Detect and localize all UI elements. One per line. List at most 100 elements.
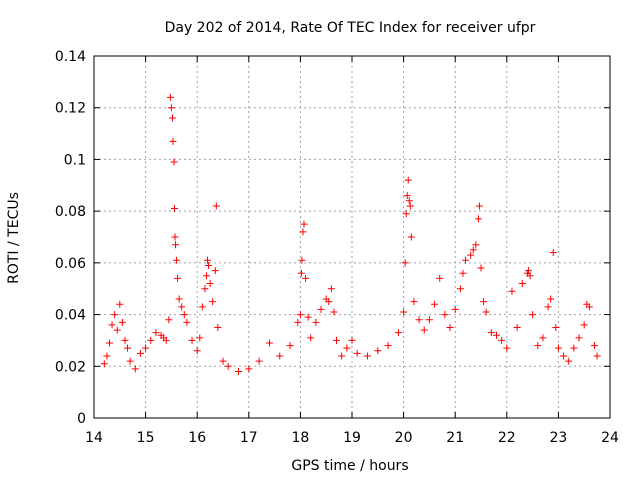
data-point <box>212 202 220 210</box>
data-point <box>353 349 361 357</box>
data-point <box>169 137 177 145</box>
data-point <box>474 215 482 223</box>
data-point <box>487 329 495 337</box>
data-point <box>255 357 263 365</box>
data-point <box>570 344 578 352</box>
data-point <box>198 303 206 311</box>
data-point <box>201 285 209 293</box>
data-point <box>544 303 552 311</box>
data-point <box>552 324 560 331</box>
data-point <box>294 318 302 326</box>
data-point <box>298 256 306 264</box>
data-point <box>211 267 219 275</box>
y-axis-label: ROTI / TECUs <box>6 192 22 284</box>
data-point <box>202 272 210 280</box>
data-point <box>113 326 121 334</box>
data-point <box>325 298 333 306</box>
data-point <box>142 344 150 352</box>
data-points <box>100 93 601 375</box>
data-point <box>205 261 213 269</box>
data-point <box>162 336 170 344</box>
data-point <box>307 334 315 342</box>
data-point <box>108 321 116 329</box>
data-point <box>539 334 547 342</box>
data-point <box>446 324 454 331</box>
data-point <box>100 360 108 368</box>
data-point <box>554 344 562 352</box>
data-point <box>312 318 320 326</box>
data-point <box>224 362 232 370</box>
data-point <box>374 347 382 355</box>
data-point <box>111 311 119 319</box>
data-point <box>459 269 467 277</box>
x-tick-label: 18 <box>291 430 309 446</box>
x-tick-label: 20 <box>395 430 413 446</box>
data-point <box>593 352 601 360</box>
data-point <box>183 318 191 326</box>
data-point <box>431 300 439 308</box>
axis-ticks: 0 0.02 0.04 0.06 0.08 0.1 0.12 0.14 14 15 16 17 18 19… <box>55 49 619 446</box>
data-point <box>103 352 111 360</box>
y-tick-label: 0.06 <box>55 256 86 272</box>
y-tick-label: 0.12 <box>55 101 86 117</box>
data-point <box>174 274 182 282</box>
data-point <box>317 305 325 313</box>
data-point <box>456 285 464 293</box>
data-point <box>245 365 253 373</box>
data-point <box>296 311 304 319</box>
data-point <box>118 318 126 326</box>
data-point <box>265 339 273 347</box>
data-point <box>492 331 500 339</box>
data-point <box>276 352 284 360</box>
data-point <box>363 352 371 360</box>
y-tick-label: 0.02 <box>55 359 86 375</box>
data-point <box>469 246 477 254</box>
data-point <box>286 342 294 350</box>
data-point <box>513 324 521 331</box>
data-point <box>180 311 188 319</box>
x-tick-label: 16 <box>188 430 206 446</box>
data-point <box>136 349 144 357</box>
data-point <box>436 274 444 282</box>
chart-title: Day 202 of 2014, Rate Of TEC Index for r… <box>165 20 536 36</box>
data-point <box>591 342 599 350</box>
data-point <box>173 256 181 264</box>
y-tick-label: 0 <box>77 411 86 427</box>
data-point <box>196 334 204 342</box>
data-point <box>304 313 312 321</box>
data-point <box>482 308 490 316</box>
data-point <box>451 305 459 313</box>
data-point <box>524 267 532 275</box>
data-point <box>168 114 176 122</box>
data-point <box>403 192 411 200</box>
data-point <box>384 342 392 350</box>
data-point <box>472 241 480 249</box>
data-point <box>126 357 134 365</box>
data-point <box>105 339 113 347</box>
data-point <box>131 365 139 373</box>
data-point <box>467 251 475 259</box>
x-tick-label: 15 <box>137 430 155 446</box>
data-point <box>178 303 186 311</box>
data-point <box>534 342 542 350</box>
x-tick-label: 21 <box>446 430 464 446</box>
data-point <box>404 176 412 184</box>
data-point <box>124 344 132 352</box>
data-point <box>401 259 409 267</box>
data-point <box>503 344 511 352</box>
x-tick-label: 24 <box>601 430 619 446</box>
chart-grid <box>94 56 610 418</box>
x-tick-label: 17 <box>240 430 258 446</box>
data-point <box>206 280 214 288</box>
data-point <box>214 324 222 331</box>
data-point <box>462 256 470 264</box>
data-point <box>508 287 516 295</box>
y-tick-label: 0.08 <box>55 204 86 220</box>
data-point <box>405 197 413 205</box>
data-point <box>407 233 415 241</box>
data-point <box>116 300 124 308</box>
data-point <box>204 256 212 264</box>
data-point <box>193 347 201 355</box>
data-point <box>152 329 160 337</box>
data-point <box>170 158 178 166</box>
